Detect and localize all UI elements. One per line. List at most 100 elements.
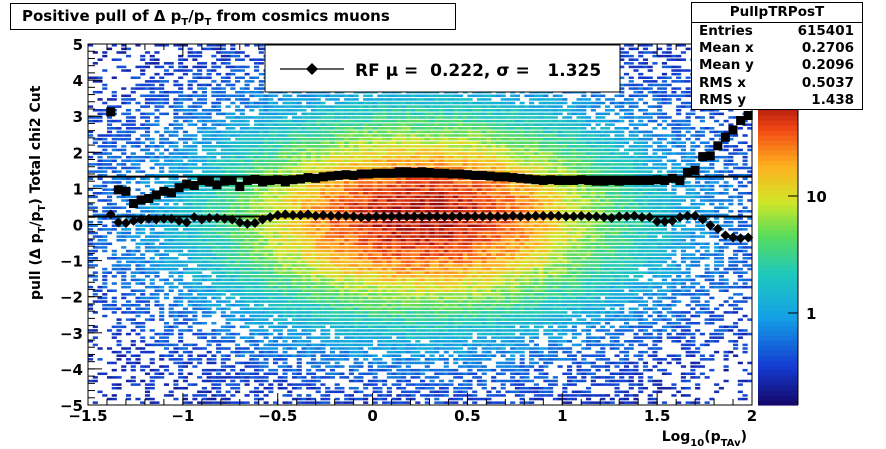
mu-point (447, 211, 458, 222)
mu-point (363, 212, 374, 223)
mu-point (682, 210, 693, 221)
sigma-point (424, 168, 434, 178)
colorbar-band (758, 255, 798, 261)
x-tick-label: 0.5 (454, 407, 481, 425)
colorbar-band (758, 305, 798, 311)
sigma-point (584, 175, 594, 185)
mu-point (621, 211, 632, 222)
sigma-point (607, 175, 617, 185)
sigma-point (660, 175, 670, 185)
y-tick-label: 2 (73, 144, 83, 162)
sigma-point (151, 190, 161, 200)
mu-point (538, 210, 549, 221)
stats-row-rms-x: RMS x 0.5037 (699, 74, 854, 91)
x-tick-label: −0.5 (258, 407, 297, 425)
mu-point (523, 211, 534, 222)
stats-row-mean-y: Mean y 0.2096 (699, 57, 854, 74)
stats-row-rms-y: RMS y 1.438 (699, 91, 854, 108)
mu-point (576, 210, 587, 221)
x-tick-label: 2 (747, 407, 757, 425)
mu-point (652, 216, 663, 227)
mu-point (728, 232, 739, 243)
colorbar-band (758, 130, 798, 136)
mu-point (166, 213, 177, 224)
sigma-point (121, 186, 131, 196)
sigma-point (538, 175, 548, 185)
sigma-point (341, 170, 351, 180)
sigma-point (182, 179, 192, 189)
colorbar-band (758, 160, 798, 166)
mu-point (470, 211, 481, 222)
mu-point (196, 214, 207, 225)
mu-point (568, 211, 579, 222)
mu-point (113, 217, 124, 228)
mu-point (561, 211, 572, 222)
colorbar-band (758, 315, 798, 321)
mu-point (272, 210, 283, 221)
colorbar-band (758, 380, 798, 386)
y-tick-label: 4 (73, 72, 83, 90)
colorbar-band (758, 125, 798, 131)
mu-point (371, 211, 382, 222)
mu-point (325, 210, 336, 221)
mu-point (136, 214, 147, 225)
colorbar-band (758, 210, 798, 216)
stats-title: PullpTRPosT (692, 3, 862, 23)
mu-point (234, 217, 245, 228)
sigma-point (394, 167, 404, 177)
colorbar-band (758, 120, 798, 126)
sigma-point (379, 168, 389, 178)
sigma-point (546, 175, 556, 185)
colorbar-band (758, 320, 798, 326)
sigma-point (288, 175, 298, 185)
colorbar-band (758, 235, 798, 241)
colorbar-band (758, 185, 798, 191)
sigma-point (349, 170, 359, 180)
mu-point (409, 211, 420, 222)
mu-point (667, 215, 678, 226)
sigma-point (447, 169, 457, 179)
sigma-point (493, 172, 503, 182)
y-tick-label: −4 (60, 361, 83, 379)
colorbar-band (758, 245, 798, 251)
colorbar-band (758, 190, 798, 196)
mu-point (720, 230, 731, 241)
mu-point (204, 213, 215, 224)
sigma-point (720, 132, 730, 142)
sigma-point (144, 194, 154, 204)
mu-point (583, 211, 594, 222)
sigma-point (736, 116, 746, 126)
sigma-point (106, 107, 116, 117)
heatmap (88, 44, 753, 404)
sigma-point (675, 175, 685, 185)
sigma-point (265, 175, 275, 185)
mu-point (378, 211, 389, 222)
sigma-point (204, 177, 214, 187)
sigma-point (174, 183, 184, 193)
colorbar-band (758, 310, 798, 316)
mu-point (599, 212, 610, 223)
y-tick-label: 3 (73, 108, 83, 126)
colorbar-band (758, 290, 798, 296)
mu-point (743, 232, 754, 243)
mu-point (128, 215, 139, 226)
mu-point (318, 210, 329, 221)
colorbar-band (758, 395, 798, 401)
colorbar-band (758, 370, 798, 376)
sigma-point (326, 171, 336, 181)
mu-point (462, 211, 473, 222)
x-tick-label: 0 (367, 407, 377, 425)
sigma-point (455, 169, 465, 179)
mu-point (189, 212, 200, 223)
colorbar-band (758, 385, 798, 391)
mu-point (249, 218, 260, 229)
mu-point (120, 218, 131, 229)
sigma-point (432, 168, 442, 178)
colorbar: 1 10 (758, 95, 827, 406)
colorbar-band (758, 400, 798, 406)
y-tick-label: 1 (73, 180, 83, 198)
sigma-point (531, 175, 541, 185)
sigma-point (599, 176, 609, 186)
sigma-point (478, 170, 488, 180)
sigma-point (470, 170, 480, 180)
